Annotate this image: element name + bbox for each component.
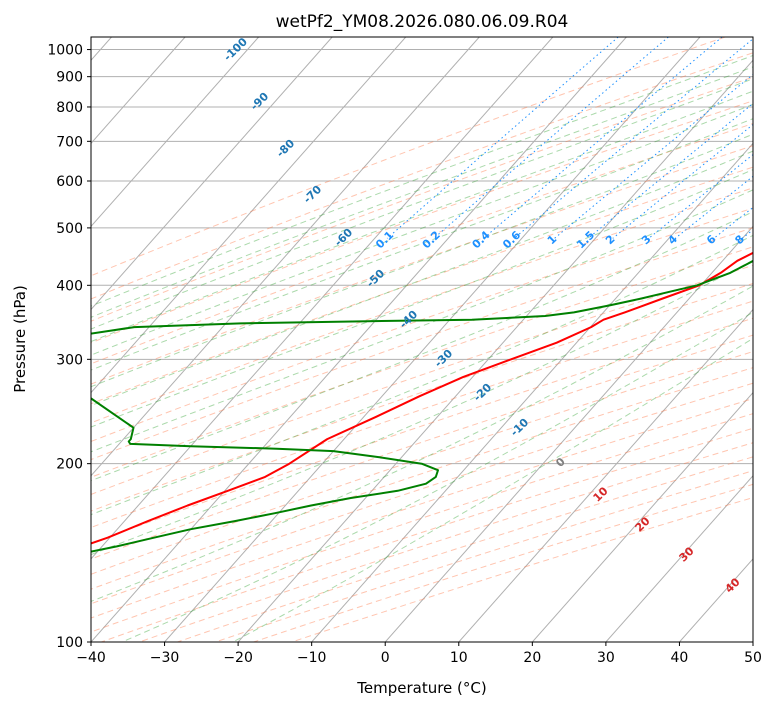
dry-adiabat-line [91, 413, 753, 633]
isotherm-line [458, 308, 753, 642]
moist-adiabat-line [91, 118, 753, 371]
plot-frame [90, 36, 754, 643]
dry-adiabats [91, 37, 753, 642]
isotherm-line [91, 37, 186, 145]
x-tick-label: 20 [523, 650, 541, 666]
mixing-ratio-line [386, 37, 619, 239]
dry-adiabat-line [91, 76, 753, 322]
x-tick-label: −30 [150, 650, 180, 666]
mixing-ratio-lines [386, 37, 753, 239]
dry-adiabat-line [91, 264, 753, 495]
x-tick-label: 40 [671, 650, 689, 666]
dry-adiabat-line [139, 442, 753, 642]
y-axis-label: Pressure (hPa) [11, 285, 29, 393]
mixing-ratio-line [433, 37, 669, 239]
isotherm-line [91, 37, 480, 477]
dry-adiabat-line [91, 282, 753, 512]
isotherm-line [605, 475, 753, 642]
dry-adiabat-line [91, 123, 753, 365]
moist-adiabat-line [91, 66, 753, 318]
chart-title: wetPf2_YM08.2026.080.06.09.R04 [276, 12, 569, 32]
moist-adiabat-line [232, 337, 753, 642]
moist-adiabat-line [121, 311, 753, 642]
x-tick-label: 10 [450, 650, 468, 666]
dry-adiabat-line [91, 246, 753, 478]
dry-adiabat-line [101, 427, 753, 642]
y-tick-label: 100 [56, 635, 83, 651]
isotherm-line [91, 37, 260, 228]
y-axis-ticks: 100 200 300 400 500 600 700 800 900 1000 [47, 43, 91, 651]
dry-adiabat-line [91, 398, 753, 619]
temperature-profile-line [91, 251, 753, 545]
moist-adiabat-line [91, 54, 753, 307]
mixing-ratio-line [554, 73, 753, 239]
dry-adiabat-line [91, 187, 753, 424]
x-tick-label: 50 [744, 650, 762, 666]
mixing-ratio-line [513, 38, 753, 239]
dewpoint-profile-line [91, 259, 753, 553]
moist-adiabat-line [91, 103, 753, 356]
dry-adiabat-line [91, 317, 753, 544]
dry-adiabat-line [91, 166, 753, 405]
isotherm-line [91, 37, 554, 560]
isotherm-line [311, 142, 753, 642]
isotherm-gridlines [91, 37, 753, 642]
dry-adiabat-line [91, 227, 753, 461]
moist-adiabat-line [91, 150, 753, 407]
isotherm-line [91, 37, 333, 311]
isotherm-line [91, 37, 407, 394]
x-tick-label: −40 [76, 650, 106, 666]
x-tick-label: 0 [381, 650, 390, 666]
y-tick-label: 300 [56, 352, 83, 368]
dry-adiabat-line [91, 100, 753, 344]
y-tick-label: 800 [56, 100, 83, 116]
isobar-gridlines [91, 49, 753, 642]
y-tick-label: 1000 [47, 43, 83, 59]
isotherm-line [531, 391, 753, 642]
x-tick-label: −20 [223, 650, 253, 666]
y-tick-label: 400 [56, 278, 83, 294]
x-tick-label: 30 [597, 650, 615, 666]
isotherm-line [164, 37, 701, 642]
moist-adiabat-line [91, 285, 753, 602]
dry-adiabat-line [91, 145, 753, 385]
dry-adiabat-line [177, 456, 753, 642]
moist-adiabat-line [91, 189, 753, 453]
y-tick-label: 500 [56, 221, 83, 237]
dry-adiabat-line [91, 300, 753, 529]
y-tick-label: 200 [56, 457, 83, 473]
sounding-series [91, 251, 753, 553]
x-axis-ticks: −40 −30 −20 −10 0 10 20 30 40 50 [76, 642, 762, 666]
isotherm-line [384, 225, 753, 642]
y-tick-label: 700 [56, 134, 83, 150]
y-tick-label: 600 [56, 174, 83, 190]
plot-area: -100-90-80-70-60-50-40-30-20-100.1 0.2 0.4… [91, 37, 753, 642]
moist-adiabat-line [91, 259, 753, 556]
isotherm-line [237, 59, 753, 642]
x-axis-label: Temperature (°C) [356, 679, 486, 697]
moist-adiabat-line [91, 133, 753, 388]
mixing-ratio-line [587, 102, 753, 239]
moist-adiabat-line [91, 90, 753, 343]
moist-adiabats [91, 54, 753, 642]
dry-adiabat-line [91, 334, 753, 560]
dry-adiabat-line [91, 207, 753, 442]
isotherm-line [91, 37, 627, 642]
mixing-ratio-line [674, 175, 753, 239]
y-tick-label: 900 [56, 70, 83, 86]
dry-adiabat-line [91, 382, 753, 605]
x-tick-label: −10 [297, 650, 327, 666]
